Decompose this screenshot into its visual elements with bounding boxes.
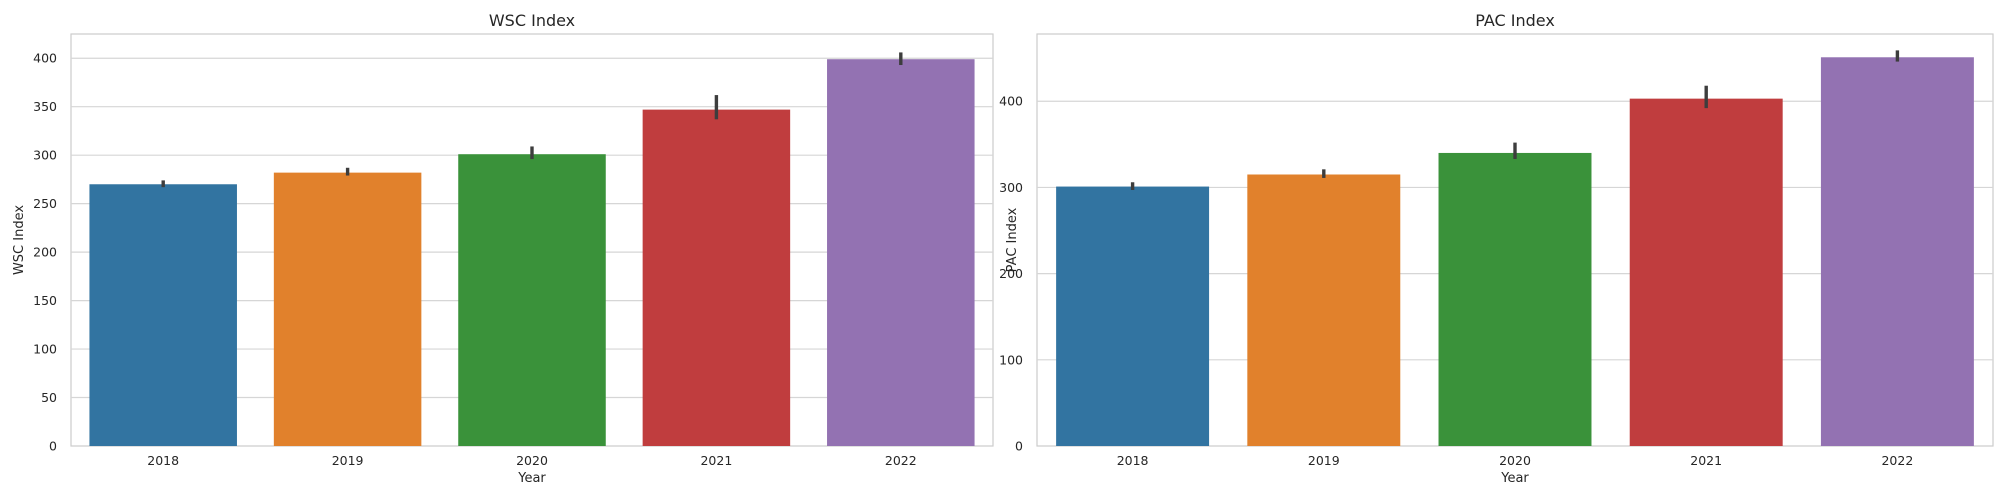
x-tick-label: 2018 [147,453,179,468]
y-tick-label: 400 [33,51,57,66]
x-tick-label: 2020 [1499,453,1531,468]
y-tick-label: 50 [41,390,57,405]
y-tick-label: 250 [33,196,57,211]
y-tick-label: 0 [1015,439,1023,454]
y-tick-label: 100 [999,352,1023,367]
bars [1056,57,1974,447]
bar-2019 [1247,174,1401,447]
bar-2020 [1438,152,1592,446]
bar-2021 [642,109,791,446]
x-tick-label: 2019 [1308,453,1340,468]
y-axis-label: WSC Index [12,205,27,275]
y-tick-label: 0 [49,439,57,454]
y-tick-label: 200 [999,266,1023,281]
error-bars [161,52,903,188]
y-tick-labels: 0 100 200 300 400 [999,94,1023,454]
y-tick-label: 300 [33,148,57,163]
x-tick-label: 2019 [332,453,364,468]
bar-2018 [89,184,237,446]
y-tick-label: 350 [33,99,57,114]
x-axis-label: Year [517,471,546,486]
x-tick-label: 2022 [1881,453,1913,468]
x-tick-labels: 2018 2019 2020 2021 2022 [1117,453,1914,468]
y-tick-label: 100 [33,342,57,357]
x-tick-label: 2021 [700,453,732,468]
chart-title: PAC Index [1475,11,1555,30]
x-tick-label: 2021 [1690,453,1722,468]
bar-2020 [458,154,606,446]
error-bars [1130,50,1900,191]
y-tick-label: 400 [999,94,1023,109]
y-axis-label: PAC Index [1005,207,1020,272]
x-tick-label: 2022 [885,453,917,468]
x-tick-labels: 2018 2019 2020 2021 2022 [147,453,916,468]
chart-pac-index: 0 100 200 300 400 2018 2019 2020 2021 2022 PAC I… [999,11,1994,486]
bars [89,59,975,446]
chart-wsc-index: 0 50 100 150 200 250 300 350 400 2018 2019 2020 202… [12,11,994,486]
x-tick-label: 2018 [1117,453,1149,468]
y-tick-label: 300 [999,180,1023,195]
bar-2022 [827,59,975,446]
y-tick-label: 200 [33,245,57,260]
bar-2021 [1629,98,1783,446]
y-tick-label: 150 [33,293,57,308]
y-tick-labels: 0 50 100 150 200 250 300 350 400 [33,51,57,454]
x-tick-label: 2020 [516,453,548,468]
bar-2022 [1820,57,1974,446]
bar-2019 [273,172,422,446]
chart-title: WSC Index [489,11,575,30]
x-axis-label: Year [1500,471,1529,486]
bar-2018 [1056,186,1210,446]
